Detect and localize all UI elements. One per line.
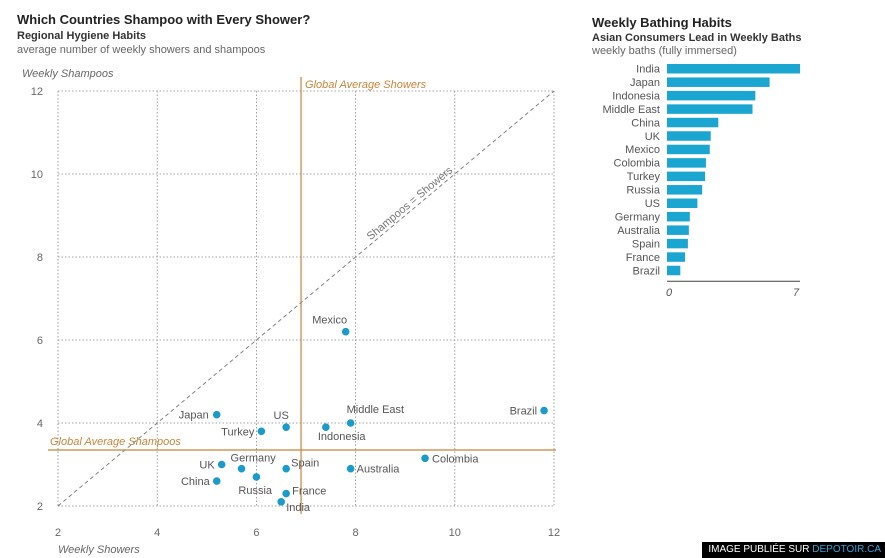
scatter-point (282, 464, 290, 473)
x-tick-label: 12 (548, 527, 560, 539)
x-tick-label: 6 (253, 527, 259, 539)
y-tick-label: 12 (31, 86, 43, 98)
scatter-subtitle: Regional Hygiene Habits (17, 30, 146, 42)
avg-showers-label: Global Average Showers (305, 79, 427, 91)
scatter-point (341, 327, 350, 336)
scatter-point (421, 454, 429, 463)
bar-title: Weekly Bathing Habits (592, 15, 732, 30)
point-label: UK (199, 460, 215, 472)
scatter-point (346, 419, 355, 427)
point-label: Indonesia (318, 431, 367, 443)
point-label: Colombia (432, 453, 479, 465)
scatter-title: Which Countries Shampoo with Every Showe… (17, 12, 311, 27)
scatter-point (540, 406, 548, 415)
scatter-point (212, 410, 221, 419)
scatter-point (277, 498, 286, 506)
equality-line-label: Shampoos = Showers (365, 164, 456, 243)
point-label: Japan (179, 410, 209, 422)
credit-banner: IMAGE PUBLIÉE SUR DEPOTOIR.CA (702, 542, 885, 558)
x-tick-label: 2 (55, 527, 61, 539)
y-tick-label: 8 (37, 252, 43, 264)
bar-subtitle: Asian Consumers Lead in Weekly Baths (592, 32, 802, 44)
point-label: Middle East (347, 404, 404, 416)
point-label: Turkey (221, 426, 255, 438)
scatter-point (212, 477, 221, 485)
point-label: Russia (238, 485, 273, 497)
scatter-point (237, 464, 246, 473)
point-label: US (274, 410, 289, 422)
scatter-point (322, 423, 330, 431)
point-label: France (292, 486, 326, 498)
scatter-point (217, 460, 226, 469)
credit-prefix: IMAGE PUBLIÉE SUR (708, 544, 813, 555)
scatter-point (346, 464, 355, 473)
x-axis-label: Weekly Showers (58, 544, 140, 556)
equality-line (57, 90, 555, 507)
point-label: India (286, 502, 311, 514)
point-label: China (181, 476, 211, 488)
bar-description: weekly baths (fully immersed) (592, 45, 737, 57)
scatter-point (257, 427, 266, 436)
y-tick-label: 2 (37, 501, 43, 513)
x-tick-label: 8 (353, 527, 359, 539)
scatter-description: average number of weekly showers and sha… (17, 44, 266, 56)
x-tick-label: 4 (154, 527, 160, 539)
point-label: Mexico (312, 315, 347, 327)
scatter-point (282, 489, 290, 498)
point-label: Brazil (510, 406, 538, 418)
scatter-point (282, 423, 290, 431)
credit-brand[interactable]: DEPOTOIR.CA (812, 544, 881, 555)
y-tick-label: 6 (37, 335, 43, 347)
point-label: Germany (231, 453, 277, 465)
y-tick-label: 10 (31, 169, 43, 181)
y-tick-label: 4 (37, 418, 43, 430)
x-tick-label: 10 (449, 527, 461, 539)
point-label: Spain (291, 458, 319, 470)
avg-shampoos-label: Global Average Shampoos (50, 436, 181, 448)
scatter-point (252, 473, 261, 481)
point-label: Australia (357, 464, 401, 476)
y-axis-label: Weekly Shampoos (22, 68, 114, 80)
